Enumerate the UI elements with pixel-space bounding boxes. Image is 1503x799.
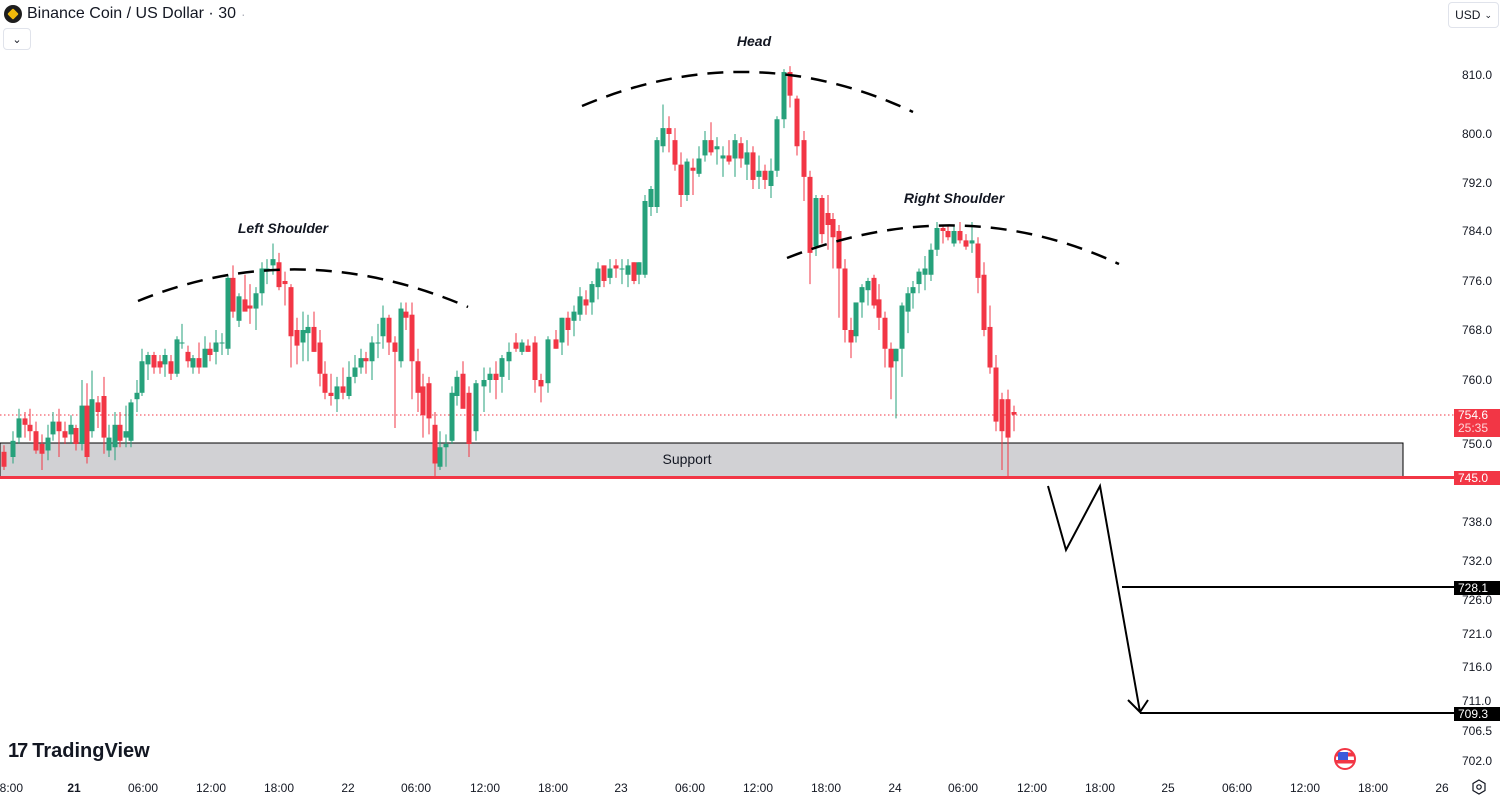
us-flag-event-icon[interactable] [1334,748,1356,770]
price-axis-label: 784.0 [1462,224,1493,238]
time-axis-label: 26 [1435,781,1449,795]
time-axis-label: 18:00 [0,781,24,795]
currency-label: USD [1455,8,1481,22]
time-axis-label: 06:00 [674,781,706,795]
time-axis-label: 12:00 [469,781,501,795]
time-axis-label: 06:00 [1221,781,1253,795]
right-shoulder-label: Right Shoulder [903,190,1005,206]
projection-path [1047,482,1456,714]
price-axis-label: 738.0 [1462,515,1493,529]
price-axis-label: 702.0 [1462,754,1493,768]
time-axis-label: 12:00 [1016,781,1048,795]
current-price-value: 754.6 [1458,408,1489,422]
bar-countdown: 25:35 [1458,421,1489,435]
time-axis-label: 18:00 [263,781,295,795]
price-axis-label: 760.0 [1462,373,1493,387]
tradingview-logo[interactable]: 17 TradingView [8,740,150,763]
time-axis-label: 12:00 [742,781,774,795]
target2-price-tag: 709.3 [1454,707,1500,721]
price-axis-label: 732.0 [1462,554,1493,568]
support-zone-label: Support [662,451,712,467]
settings-icon[interactable] [1471,779,1487,795]
price-axis-label: 776.0 [1462,274,1493,288]
left-shoulder-label: Left Shoulder [237,220,329,236]
time-axis-label: 06:00 [947,781,979,795]
head-label: Head [736,33,772,49]
chevron-down-icon: ⌄ [12,33,22,46]
price-axis-label: 768.0 [1462,323,1493,337]
title-separator-dot: · [240,6,246,22]
price-axis-label: 800.0 [1462,127,1493,141]
price-axis-label: 750.0 [1462,437,1493,451]
tradingview-mark-icon: 17 [8,740,28,762]
binance-coin-icon [4,5,22,23]
chevron-down-icon: ⌄ [1484,9,1492,20]
time-axis-label: 21 [67,781,81,795]
current-price-tag: 754.6 25:35 [1454,409,1500,437]
time-axis-label: 22 [341,781,355,795]
chart-header: Binance Coin / US Dollar · 30 · [4,3,246,25]
price-axis-label: 726.0 [1462,593,1493,607]
candlesticks [1,66,1017,477]
time-axis-label: 18:00 [1084,781,1116,795]
price-axis-label: 721.0 [1462,627,1493,641]
support-price-tag: 745.0 [1454,471,1500,485]
tradingview-wordmark: TradingView [32,740,150,762]
support-zone [0,442,1456,479]
time-axis-label: 24 [888,781,902,795]
time-axis-label: 06:00 [400,781,432,795]
time-axis-label: 12:00 [195,781,227,795]
currency-selector[interactable]: USD ⌄ [1448,2,1499,28]
time-axis-label: 12:00 [1289,781,1321,795]
time-axis-label: 23 [614,781,628,795]
head-and-shoulders-arcs [137,70,1120,309]
price-axis-label: 810.0 [1462,68,1493,82]
symbol-title[interactable]: Binance Coin / US Dollar · 30 [27,5,236,22]
target1-price-tag: 728.1 [1454,581,1500,595]
collapse-legend-button[interactable]: ⌄ [3,28,31,50]
time-axis-label: 18:00 [810,781,842,795]
time-axis-label: 06:00 [127,781,159,795]
price-axis-label: 792.0 [1462,176,1493,190]
price-axis-label: 716.0 [1462,660,1493,674]
time-axis-label: 18:00 [1357,781,1389,795]
price-axis-label: 706.5 [1462,724,1493,738]
time-axis-label: 25 [1161,781,1175,795]
time-axis-label: 18:00 [537,781,569,795]
price-axis-label: 711.0 [1462,694,1492,708]
